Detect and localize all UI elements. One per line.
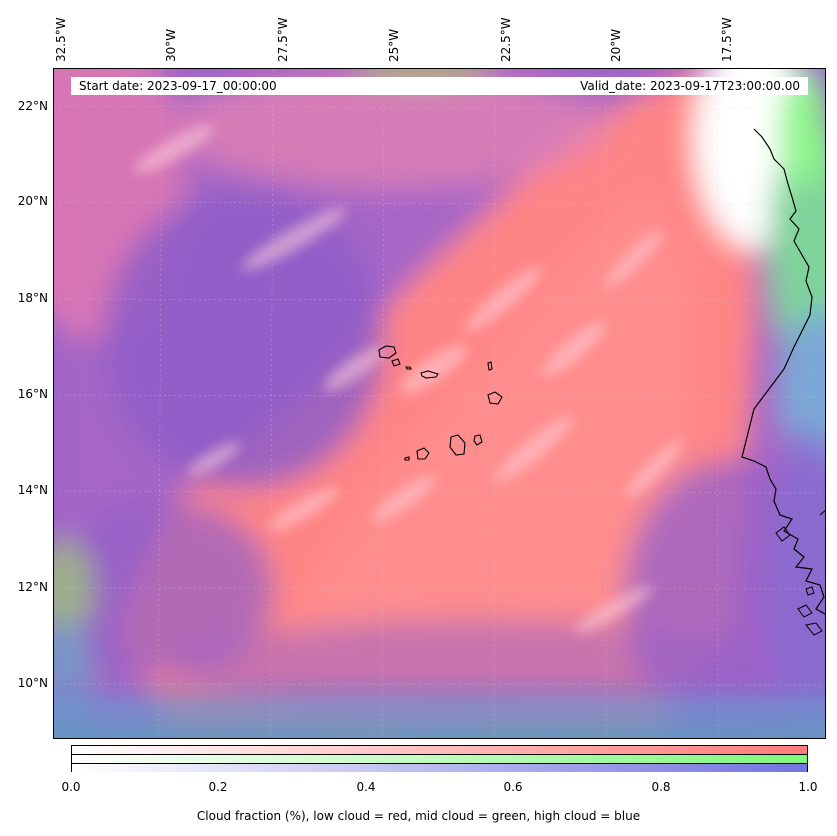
lon-label: 27.5°W — [276, 17, 290, 62]
colorbar-tick: 0.8 — [651, 780, 671, 794]
colorbar-caption: Cloud fraction (%), low cloud = red, mid… — [196, 809, 641, 823]
colorbar-tick: 0.4 — [356, 780, 376, 794]
lat-label: 22°N — [17, 99, 48, 113]
lon-label: 25°W — [387, 28, 401, 62]
date-info-bar: Start date: 2023-09-17_00:00:00 Valid_da… — [71, 77, 808, 95]
map-canvas — [54, 69, 825, 738]
gridlines — [54, 69, 825, 738]
colorbar-high-cloud — [72, 764, 807, 772]
lon-label: 17.5°W — [720, 17, 734, 62]
lat-label: 18°N — [17, 291, 48, 305]
lat-label: 14°N — [17, 483, 48, 497]
colorbar-tick: 1.0 — [798, 780, 818, 794]
lat-label: 16°N — [17, 387, 48, 401]
lon-label: 32.5°W — [54, 17, 68, 62]
valid-date-label: Valid_date: 2023-09-17T23:00:00.00 — [580, 79, 800, 93]
lat-label: 10°N — [17, 676, 48, 690]
africa-coastline — [741, 128, 825, 615]
lon-label: 20°W — [609, 28, 623, 62]
colorbar-tick: 0.2 — [208, 780, 228, 794]
lat-label: 12°N — [17, 580, 48, 594]
colorbar — [71, 745, 808, 772]
lat-label: 20°N — [17, 194, 48, 208]
colorbar-low-cloud — [72, 746, 807, 755]
cape-verde-islands — [378, 345, 503, 461]
colorbar-tick: 0.0 — [61, 780, 81, 794]
lon-label: 22.5°W — [499, 17, 513, 62]
colorbar-tick: 0.6 — [503, 780, 523, 794]
cloud-fraction-map — [53, 68, 826, 739]
start-date-label: Start date: 2023-09-17_00:00:00 — [79, 79, 277, 93]
lon-label: 30°W — [164, 28, 178, 62]
colorbar-mid-cloud — [72, 755, 807, 764]
